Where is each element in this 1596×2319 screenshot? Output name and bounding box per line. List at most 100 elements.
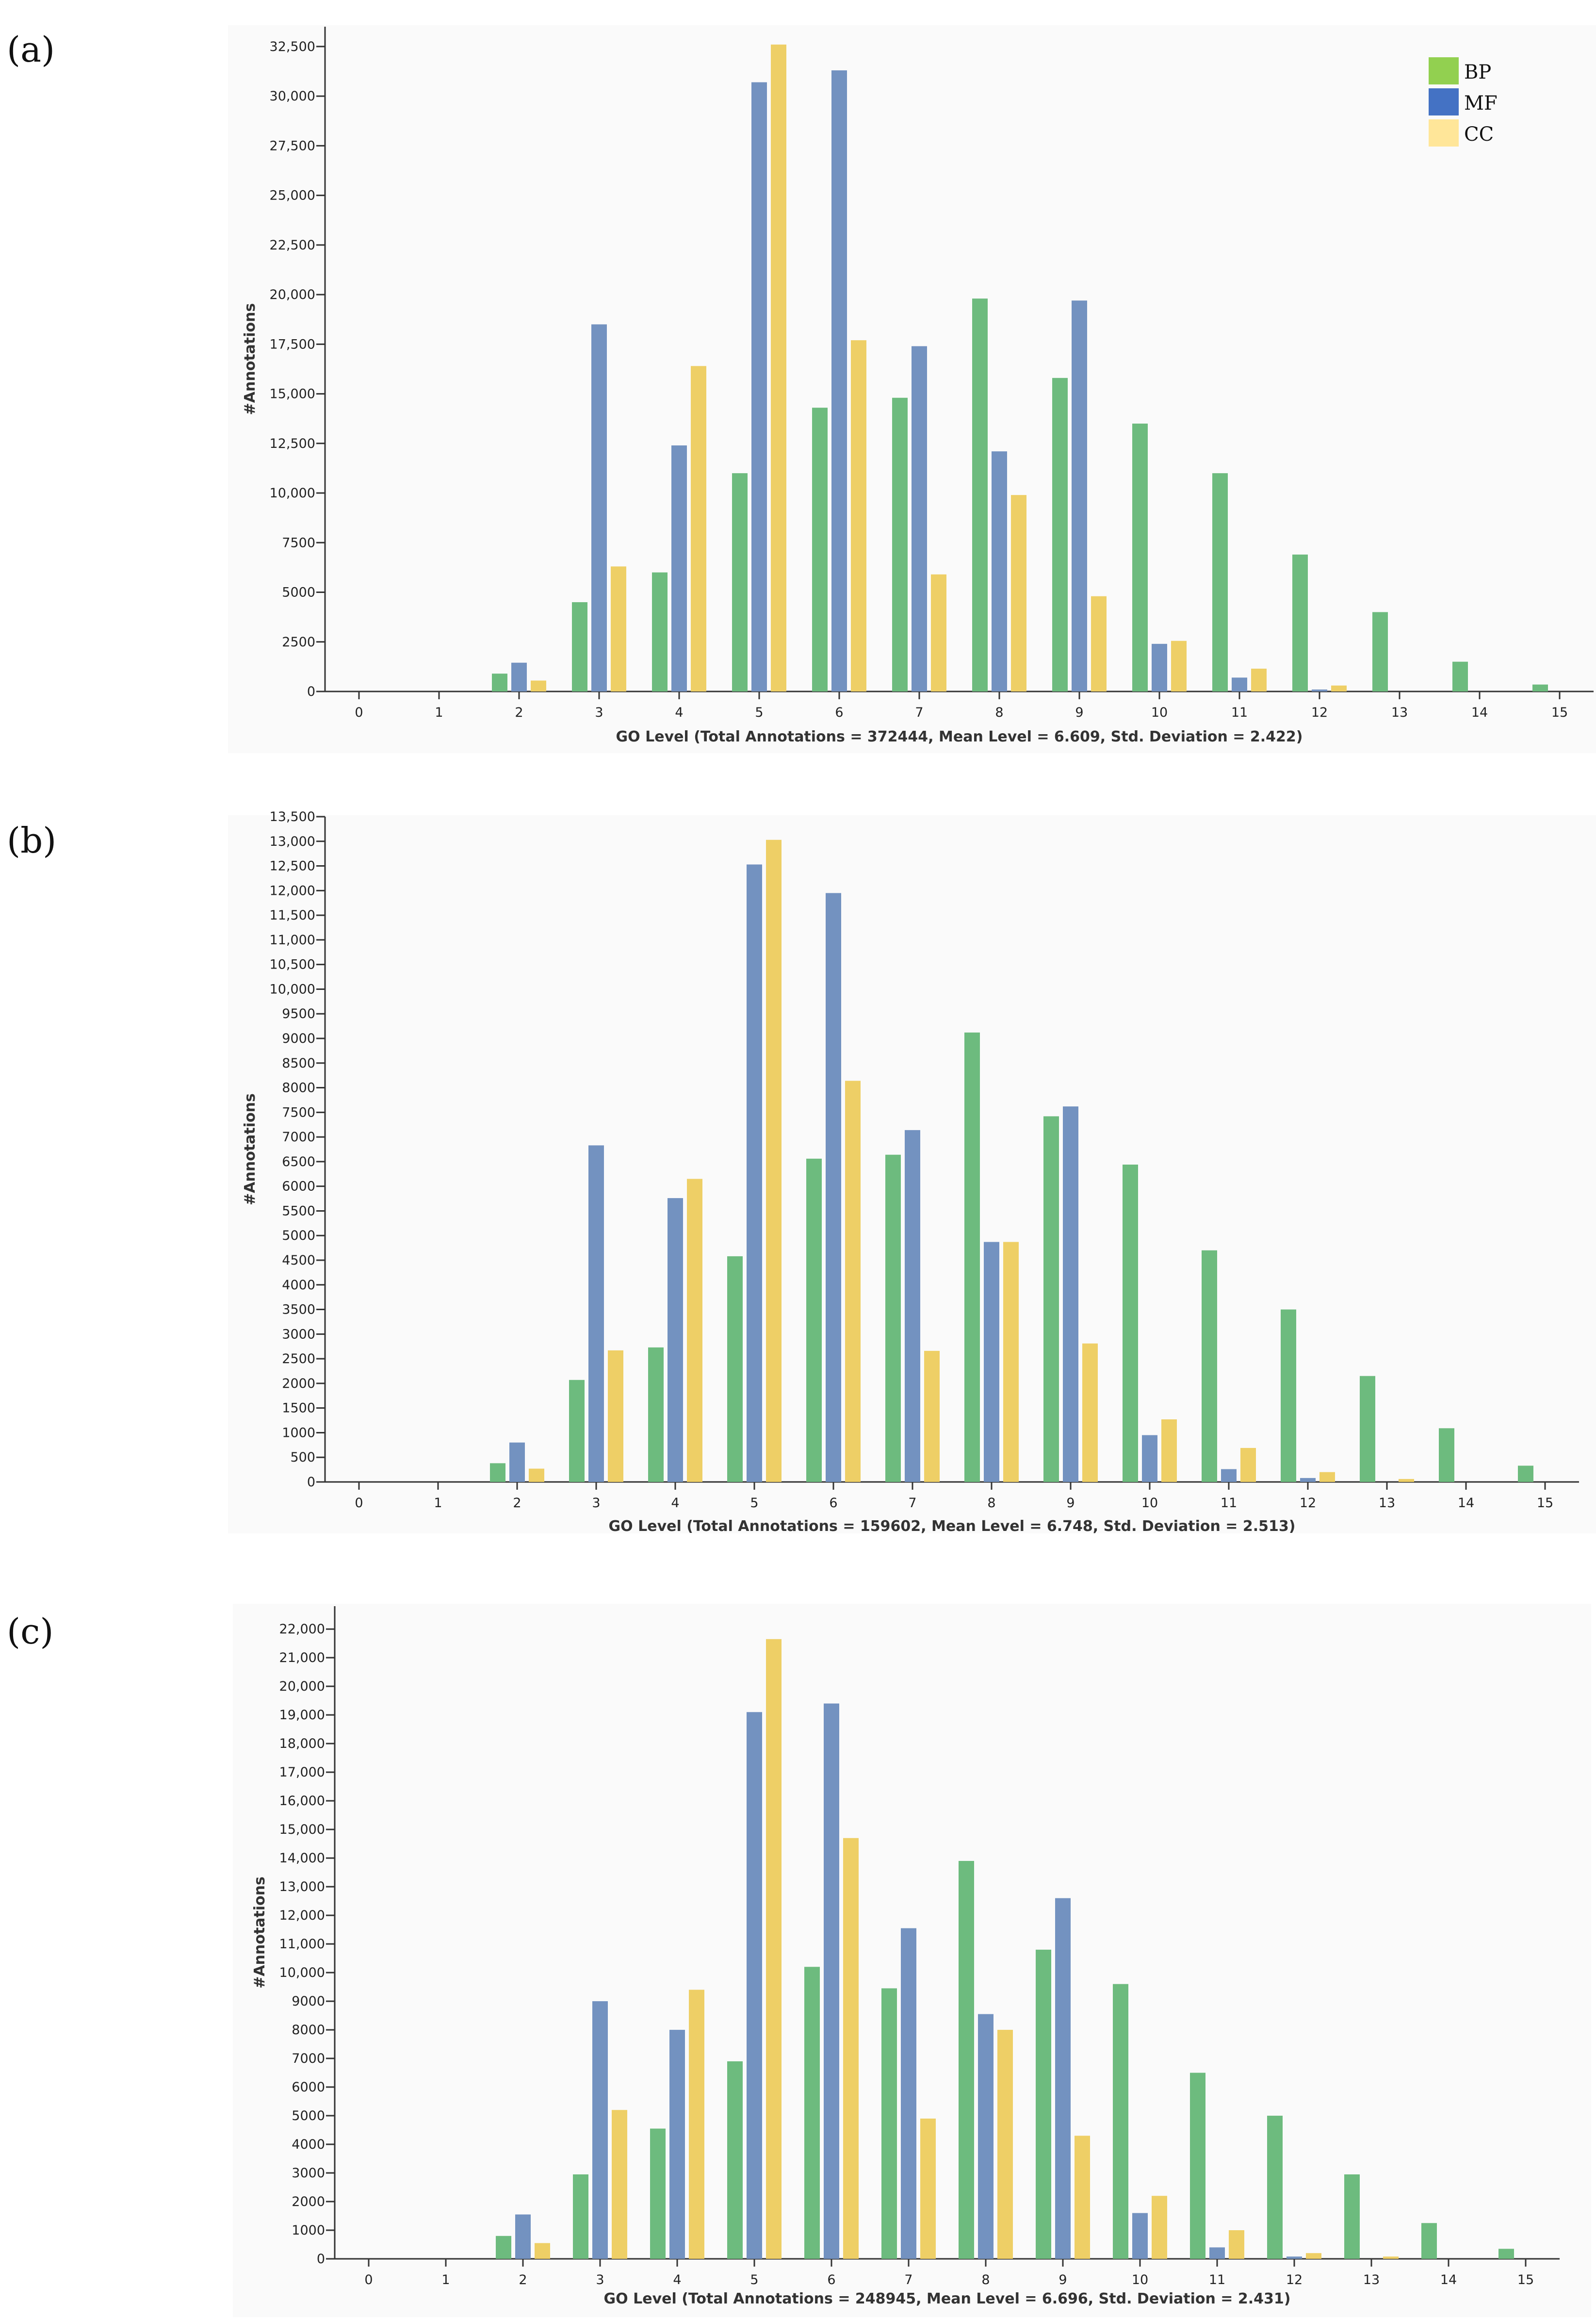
bar-mf-level-9 [1072,300,1087,691]
bar-cc-level-2 [531,680,546,691]
bar-cc-level-2 [535,2243,550,2259]
x-tick-label: 13 [1391,705,1408,720]
bar-mf-level-11 [1232,677,1247,691]
x-tick-label: 6 [827,2272,835,2287]
y-tick-label: 12,000 [270,883,315,898]
bar-bp-level-15 [1532,684,1548,691]
y-tick-label: 22,000 [279,1622,325,1637]
bar-mf-level-8 [992,451,1007,691]
bar-mf-level-5 [747,864,762,1482]
x-tick-label: 0 [355,1496,363,1511]
x-tick-label: 2 [519,2272,527,2287]
y-tick-label: 9500 [282,1006,315,1021]
bar-mf-level-10 [1142,1435,1157,1482]
y-tick-label: 4000 [292,2137,325,2152]
bar-cc-level-11 [1251,668,1267,691]
x-tick-label: 6 [829,1496,837,1511]
bar-bp-level-4 [648,1347,664,1482]
bar-cc-level-12 [1319,1472,1335,1482]
y-tick-label: 11,500 [270,908,315,923]
y-tick-label: 11,000 [279,1937,325,1952]
bar-bp-level-12 [1281,1309,1296,1482]
x-tick-label: 12 [1311,705,1328,720]
bar-mf-level-12 [1287,2256,1302,2259]
legend-swatch-mf [1429,88,1459,115]
x-tick-label: 5 [750,1496,758,1511]
bar-cc-level-8 [1011,495,1026,691]
x-tick-label: 1 [434,1496,442,1511]
bar-mf-level-9 [1055,1898,1071,2259]
bar-cc-level-7 [931,574,946,691]
legend-label-mf: MF [1464,92,1498,115]
bar-bp-level-5 [732,473,748,691]
x-tick-label: 3 [592,1496,600,1511]
bar-bp-level-13 [1344,2174,1360,2259]
x-tick-label: 2 [513,1496,521,1511]
bar-mf-level-5 [751,82,767,692]
legend-swatch-cc [1429,119,1459,147]
bar-cc-level-9 [1075,2136,1090,2259]
bar-cc-level-7 [924,1350,940,1482]
y-tick-label: 17,500 [270,337,315,352]
y-tick-label: 25,000 [270,188,315,203]
x-tick-label: 6 [835,705,843,720]
bar-cc-level-5 [771,44,786,692]
y-tick-label: 19,000 [279,1708,325,1723]
y-tick-label: 0 [307,684,315,699]
panel-label-b: (b) [7,820,57,861]
bar-cc-level-10 [1171,641,1187,691]
bar-mf-level-6 [831,70,847,691]
bar-mf-level-5 [747,1712,762,2259]
x-tick-label: 9 [1066,1496,1075,1511]
x-tick-label: 12 [1300,1496,1316,1511]
bar-cc-level-8 [997,2030,1013,2259]
bar-bp-level-3 [572,602,587,691]
bar-cc-level-10 [1161,1419,1177,1482]
x-axis-title: GO Level (Total Annotations = 159602, Me… [609,1518,1296,1535]
chart-3: 0 1000 2000 3000 4000 5000 6000 7000 8000 9000 10,… [233,1604,1591,2317]
legend: BP MF CC [1429,57,1498,147]
bar-cc-level-6 [843,1838,859,2259]
bar-mf-level-8 [978,2014,993,2259]
bar-bp-level-6 [804,1967,820,2259]
bar-mf-level-12 [1312,689,1327,691]
x-tick-label: 15 [1551,705,1568,720]
y-tick-label: 1000 [292,2223,325,2238]
x-tick-label: 7 [908,1496,916,1511]
bar-mf-level-6 [824,1703,839,2259]
bar-mf-level-7 [901,1928,916,2259]
bar-bp-level-10 [1113,1984,1128,2259]
x-tick-label: 14 [1471,705,1488,720]
bar-bp-level-14 [1452,661,1468,691]
bar-cc-level-9 [1091,596,1107,691]
bar-mf-level-3 [591,324,607,691]
bar-cc-level-3 [612,2110,627,2259]
y-tick-label: 4500 [282,1253,315,1268]
bar-bp-level-15 [1518,1465,1533,1482]
y-tick-label: 6000 [292,2080,325,2095]
y-tick-label: 5000 [282,1228,315,1243]
x-tick-label: 3 [595,705,603,720]
bar-bp-level-9 [1043,1116,1059,1482]
bar-bp-level-15 [1498,2249,1514,2259]
legend-label-bp: BP [1464,61,1491,83]
x-tick-label: 11 [1221,1496,1237,1511]
bar-bp-level-11 [1212,473,1228,691]
bar-bp-level-3 [573,2174,588,2259]
bar-mf-level-11 [1209,2247,1225,2259]
bar-bp-level-2 [490,1463,505,1482]
bar-bp-level-13 [1372,612,1388,691]
bar-cc-level-2 [529,1468,544,1482]
bar-bp-level-11 [1202,1250,1217,1482]
y-tick-label: 10,000 [270,982,315,997]
bar-bp-level-13 [1360,1376,1375,1482]
y-tick-label: 13,000 [279,1879,325,1894]
bar-cc-level-4 [689,1990,704,2259]
x-tick-label: 5 [755,705,763,720]
bar-bp-level-3 [569,1380,585,1482]
x-tick-label: 14 [1458,1496,1474,1511]
x-tick-label: 9 [1059,2272,1067,2287]
bar-bp-level-7 [881,1988,897,2259]
x-tick-label: 3 [596,2272,604,2287]
y-tick-label: 9000 [292,1994,325,2009]
